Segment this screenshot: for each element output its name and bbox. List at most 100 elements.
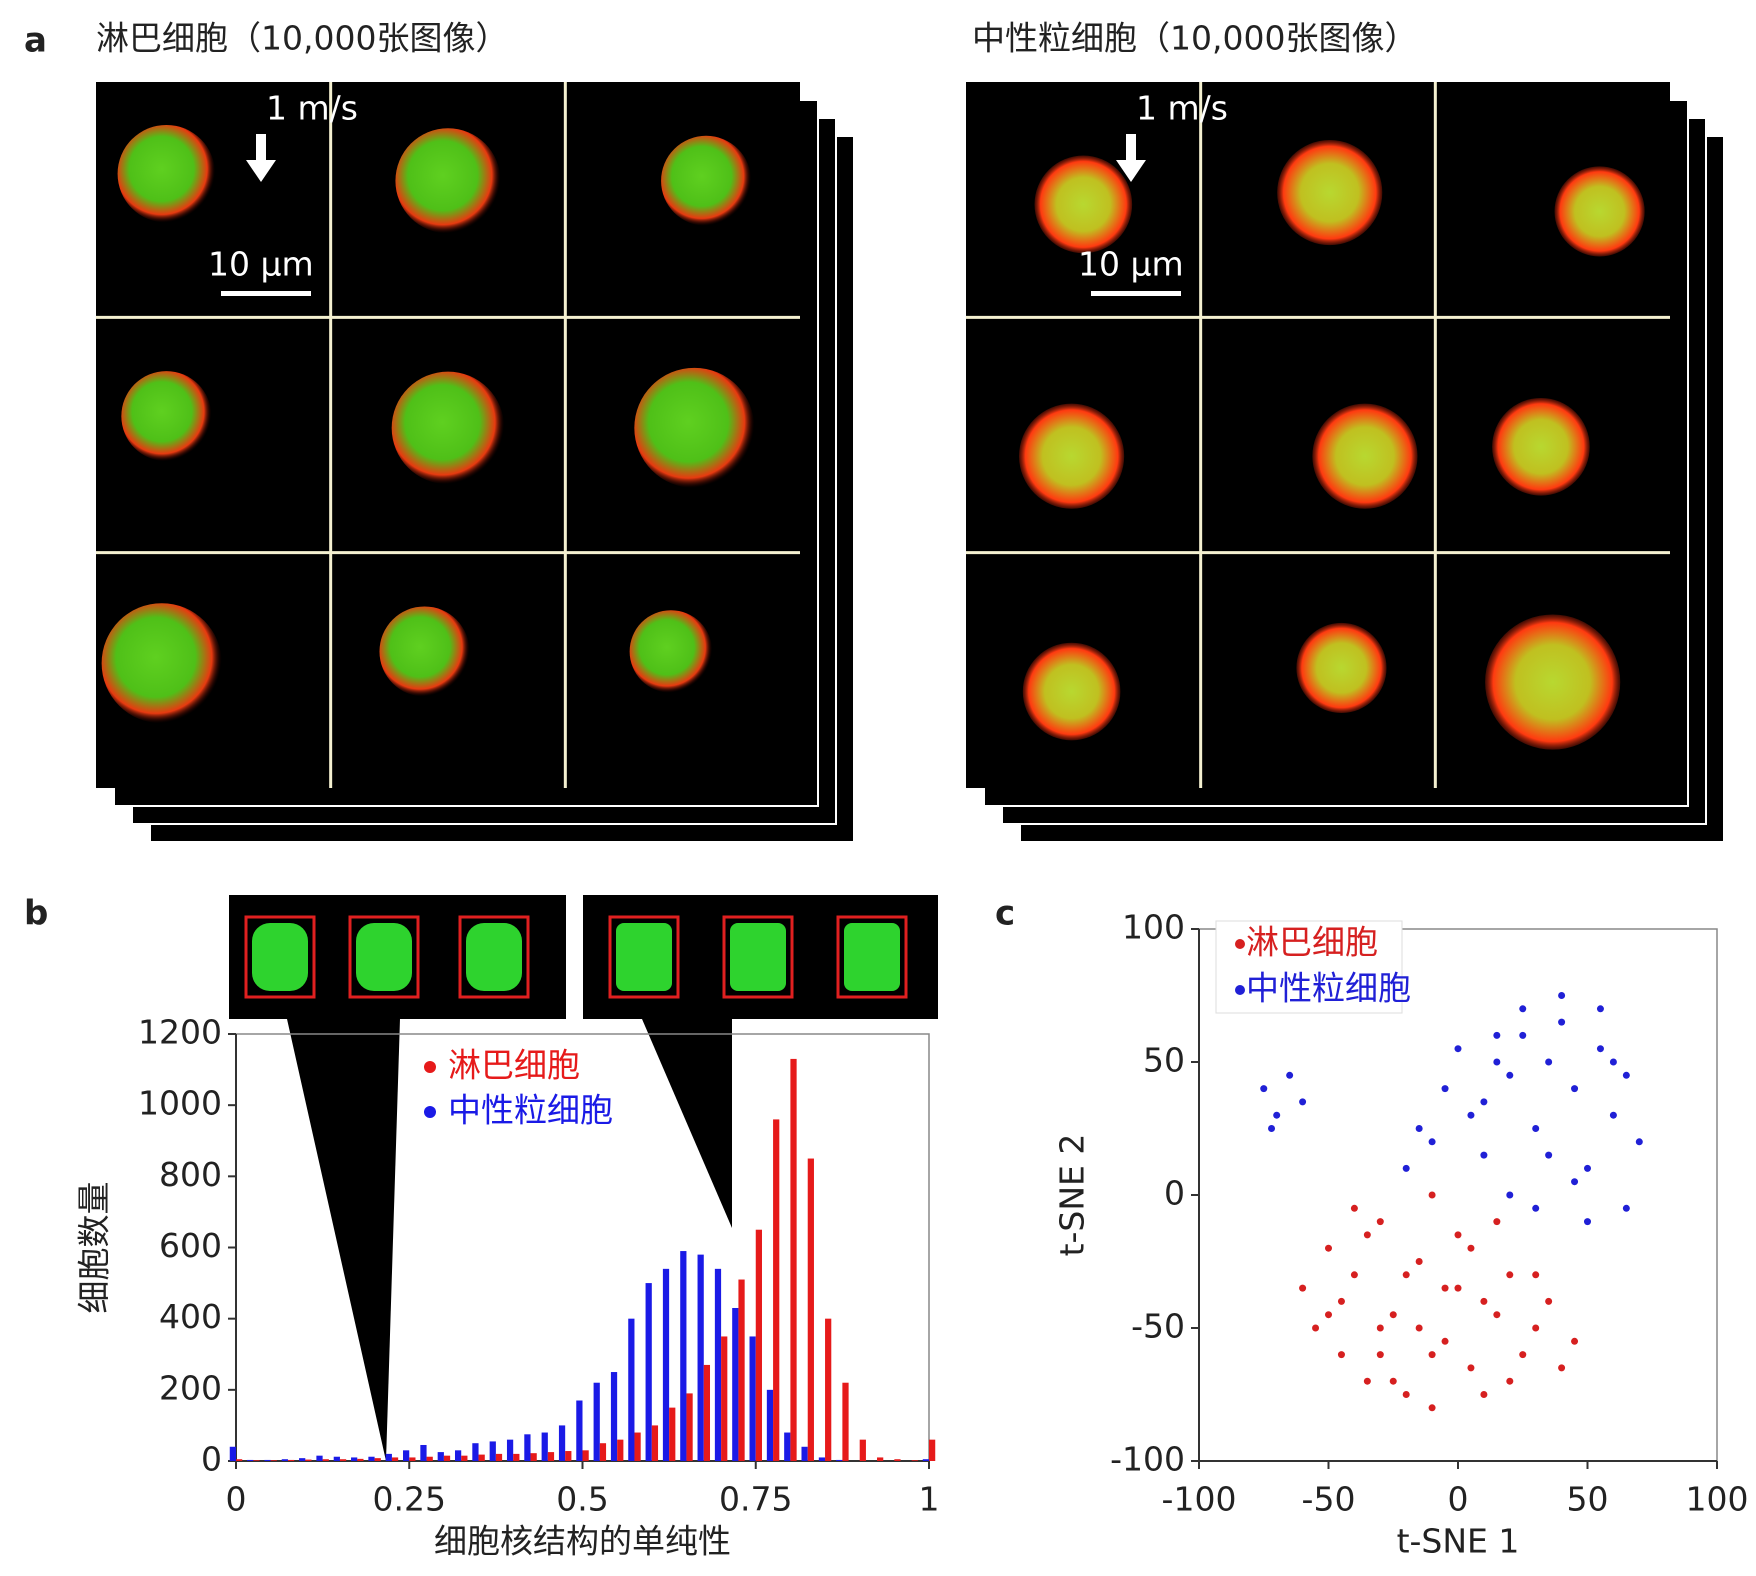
x-axis-title: 细胞核结构的单纯性: [434, 1522, 731, 1561]
thumb-cell: [730, 923, 786, 991]
cell-image: [661, 135, 752, 226]
panel-label: b: [24, 894, 48, 934]
bar: [784, 1432, 791, 1461]
panel-label: a: [24, 21, 47, 61]
cell-image: [121, 371, 212, 462]
y-axis-title: t-SNE 2: [1053, 1134, 1092, 1257]
bar: [651, 1425, 659, 1461]
legend-marker: [424, 1106, 436, 1118]
bar: [305, 1459, 312, 1461]
point: [1268, 1125, 1276, 1132]
bar: [825, 1318, 832, 1461]
point: [1428, 1351, 1436, 1359]
point: [1622, 1071, 1630, 1079]
bar: [894, 1459, 901, 1461]
bar: [472, 1443, 479, 1461]
bar: [628, 1318, 635, 1461]
point: [1260, 1085, 1268, 1093]
legend-box: [1215, 920, 1403, 1014]
x-tick-label: 1: [919, 1480, 940, 1519]
bar: [489, 1441, 496, 1461]
bar: [755, 1229, 762, 1461]
point: [1571, 1337, 1579, 1345]
bar: [316, 1455, 323, 1461]
point: [1402, 1271, 1410, 1279]
bar: [773, 1119, 780, 1461]
bar: [299, 1458, 306, 1461]
bar: [281, 1459, 288, 1461]
bar: [270, 1460, 277, 1461]
y-tick-label: 600: [159, 1226, 222, 1265]
thumb-cell: [844, 923, 900, 991]
y-axis-title: 细胞数量: [75, 1182, 114, 1314]
bar: [385, 1453, 392, 1461]
bar: [339, 1459, 347, 1461]
x-tick-label: 0.5: [556, 1480, 608, 1519]
point: [1325, 1244, 1332, 1252]
point: [1596, 1005, 1604, 1013]
cell-image: [391, 371, 505, 485]
point: [1428, 1191, 1436, 1199]
thumb-cell: [616, 923, 672, 991]
point: [1337, 1351, 1345, 1359]
point: [1493, 1031, 1501, 1039]
thumb-frame: [836, 915, 908, 999]
cell-image: [379, 606, 470, 697]
point: [1558, 1364, 1566, 1372]
point: [1441, 1284, 1449, 1292]
bar: [669, 1407, 676, 1461]
point: [1363, 1377, 1371, 1385]
point: [1480, 1391, 1488, 1398]
point: [1532, 1204, 1540, 1212]
cell-image: [1296, 622, 1387, 714]
x-tick-label: 0.25: [373, 1480, 446, 1519]
x-tick-label: 50: [1567, 1480, 1609, 1519]
bar: [732, 1307, 739, 1461]
bar: [530, 1453, 537, 1461]
bar: [437, 1452, 444, 1461]
point: [1480, 1297, 1488, 1305]
thumb-frame: [722, 915, 794, 999]
thumb-cell: [466, 923, 522, 991]
x-axis-title: t-SNE 1: [1397, 1522, 1520, 1561]
point: [1506, 1271, 1514, 1279]
bar: [426, 1456, 433, 1461]
bar: [801, 1446, 808, 1461]
cell-image: [1492, 397, 1590, 496]
x-tick-label: -100: [1162, 1480, 1237, 1519]
bar: [929, 1439, 936, 1461]
cell-image: [634, 367, 755, 489]
thumb-frame: [244, 915, 316, 999]
bar: [617, 1439, 624, 1461]
point: [1402, 1164, 1410, 1172]
speed-label: 1 m/s: [266, 89, 358, 128]
point: [1532, 1125, 1540, 1132]
point: [1389, 1311, 1397, 1319]
bar: [391, 1457, 399, 1461]
point: [1558, 992, 1566, 999]
bar: [634, 1432, 641, 1461]
point: [1493, 1311, 1501, 1319]
bar: [322, 1459, 329, 1461]
bar: [253, 1460, 260, 1461]
flow-arrow: [1116, 134, 1146, 182]
bar: [582, 1450, 589, 1461]
flow-arrow: [246, 134, 276, 182]
point: [1441, 1337, 1449, 1345]
point: [1622, 1204, 1630, 1212]
bar: [420, 1444, 427, 1461]
panel-label: c: [995, 894, 1015, 934]
y-tick-label: 50: [1143, 1041, 1185, 1080]
point: [1376, 1218, 1384, 1226]
bar: [506, 1439, 514, 1461]
bar: [478, 1454, 485, 1461]
point: [1273, 1111, 1281, 1119]
point: [1454, 1284, 1462, 1292]
legend-label: 中性粒细胞: [448, 1091, 613, 1130]
point: [1376, 1324, 1384, 1332]
x-tick-label: 0: [1448, 1480, 1469, 1519]
scale-label: 10 μm: [1078, 245, 1184, 284]
point: [1415, 1125, 1423, 1132]
bar: [680, 1251, 687, 1461]
